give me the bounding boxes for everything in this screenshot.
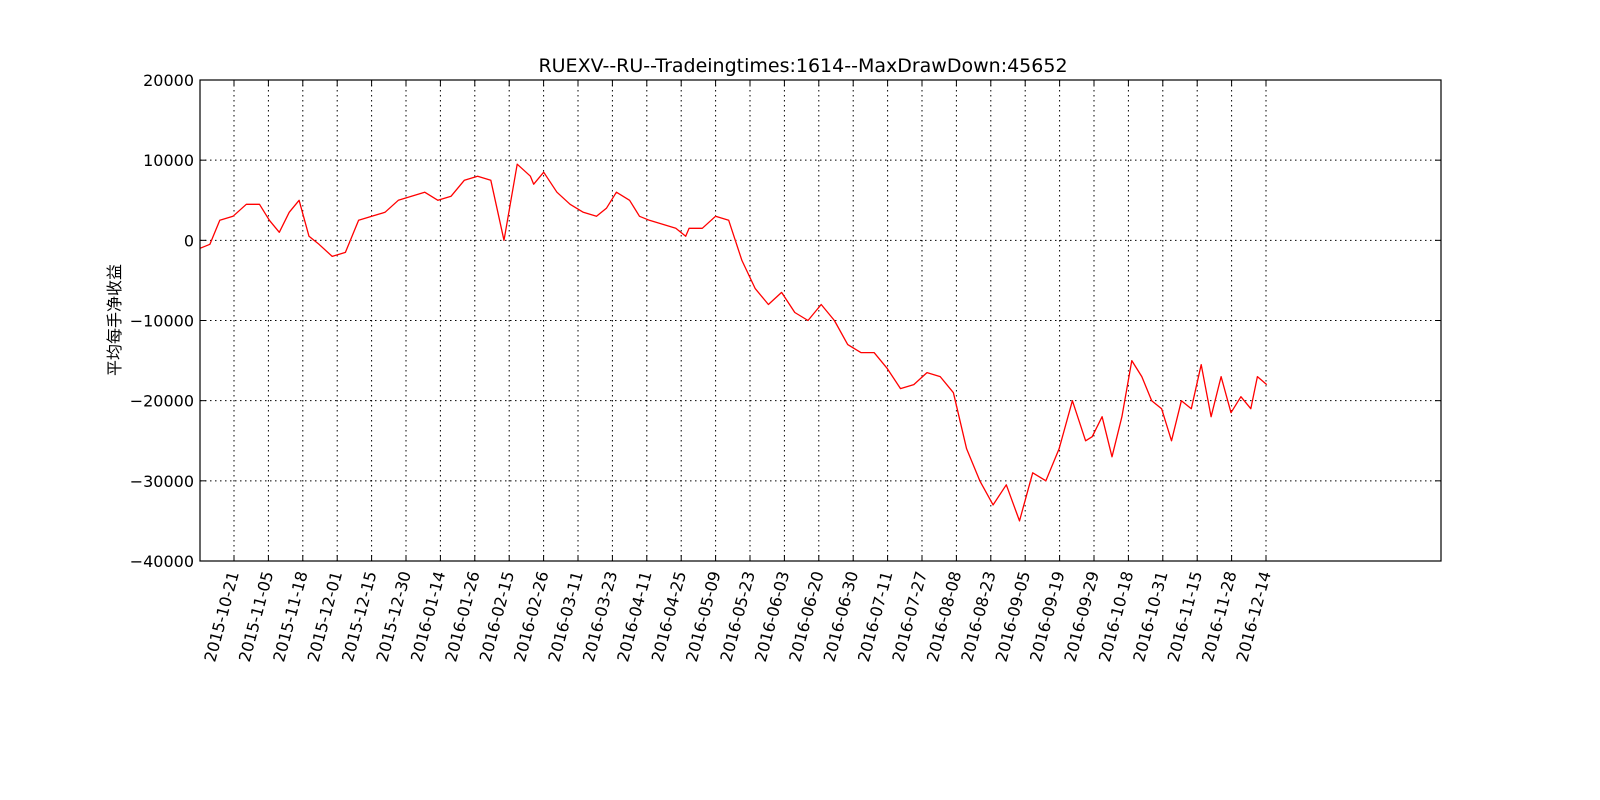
x-tick-label: 2016-12-14	[1232, 569, 1274, 664]
y-tick-label: 10000	[143, 151, 194, 170]
y-tick-label: 20000	[143, 71, 194, 90]
y-tick-label: −30000	[130, 472, 194, 491]
grid-layer	[200, 80, 1441, 561]
series-layer	[199, 163, 1268, 522]
y-tick-label: 0	[184, 231, 194, 250]
y-tick-label: −20000	[130, 392, 194, 411]
y-axis: 20000 10000 0 −10000 −20000 −30000 −40000	[130, 71, 1441, 571]
chart-title: RUEXV--RU--Tradeingtimes:1614--MaxDrawDo…	[538, 55, 1067, 77]
series-line	[199, 163, 1268, 522]
x-axis: 2015-10-212015-11-052015-11-182015-12-01…	[200, 80, 1275, 664]
y-tick-label: −40000	[130, 552, 194, 571]
y-axis-label: 平均每手净收益	[105, 264, 124, 376]
y-tick-label: −10000	[130, 312, 194, 331]
